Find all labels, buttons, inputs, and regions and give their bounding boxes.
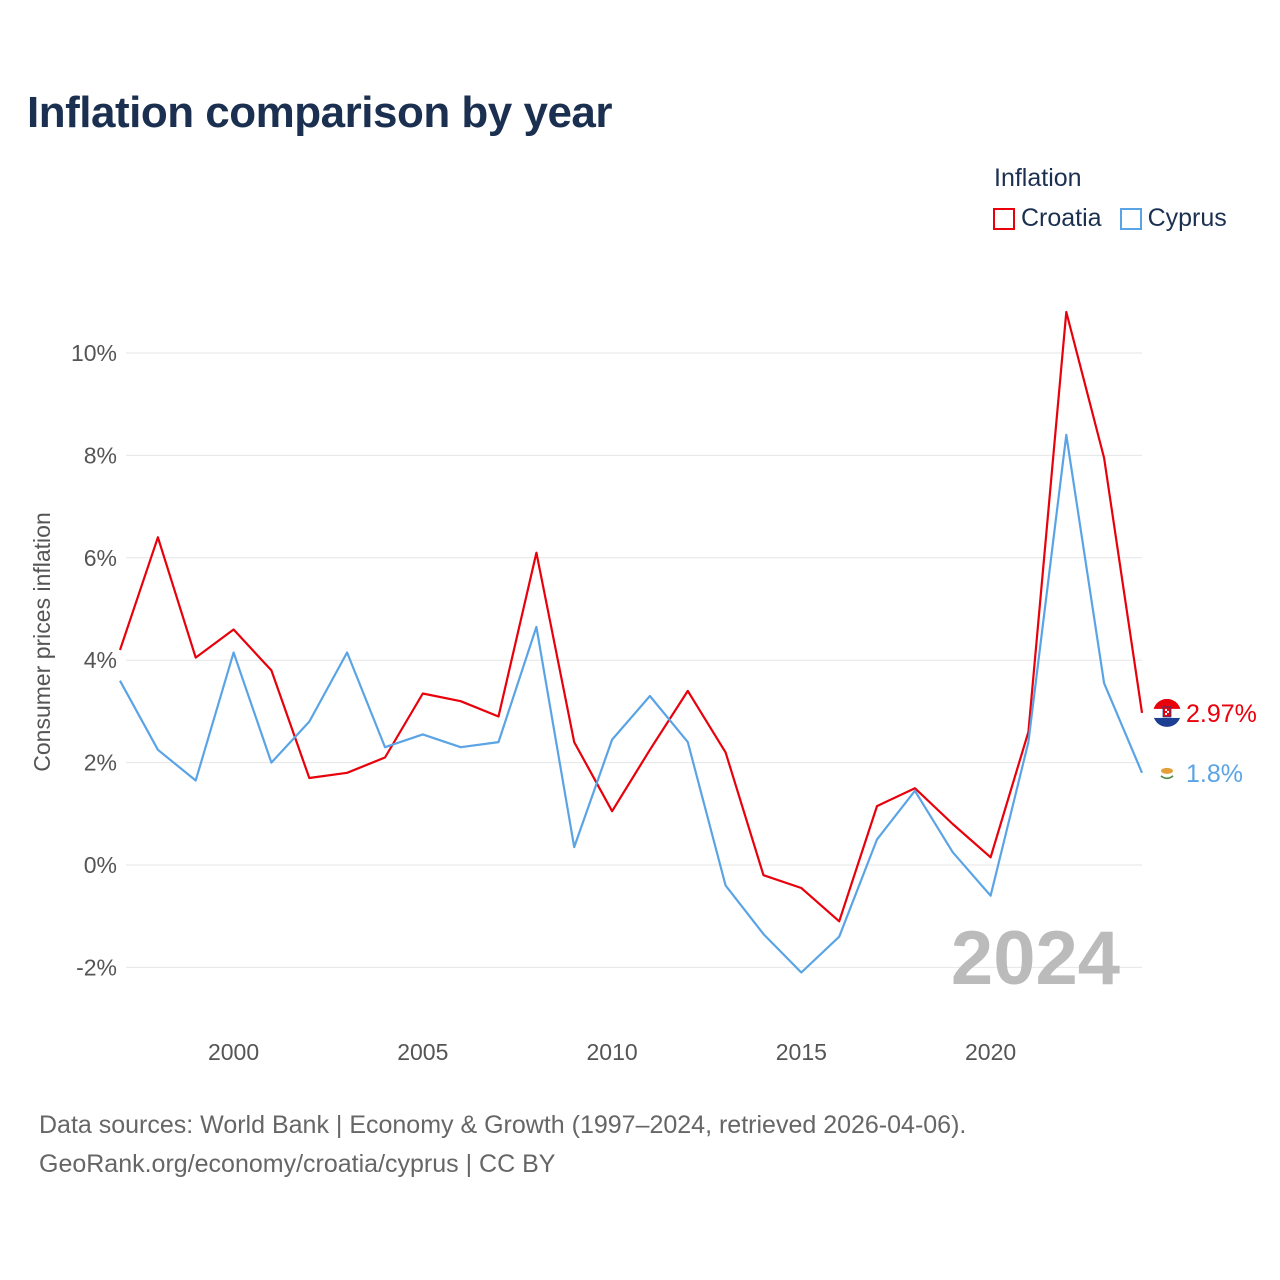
- gridlines: [126, 352, 1142, 968]
- y-tick-label: 4%: [84, 647, 117, 673]
- legend-label-croatia: Croatia: [1021, 204, 1102, 232]
- y-axis-label: Consumer prices inflation: [29, 512, 55, 772]
- x-tick-label: 2020: [965, 1039, 1016, 1065]
- x-tick-label: 2000: [208, 1039, 259, 1065]
- legend-item-croatia[interactable]: Croatia: [993, 204, 1102, 233]
- legend: Croatia Cyprus: [993, 204, 1227, 233]
- y-tick-label: -2%: [76, 954, 117, 980]
- source-note: Data sources: World Bank | Economy & Gro…: [39, 1106, 966, 1184]
- croatia-flag-icon: [1153, 698, 1181, 727]
- y-axis-ticks: -2% 0% 2% 4% 6% 8% 10%: [71, 340, 117, 980]
- end-label-cyprus: 1.8%: [1186, 760, 1243, 788]
- x-tick-label: 2005: [397, 1039, 448, 1065]
- year-watermark: 2024: [951, 916, 1120, 1001]
- legend-label-cyprus: Cyprus: [1147, 204, 1227, 232]
- chart-title: Inflation comparison by year: [27, 88, 613, 137]
- x-axis-ticks: 2000 2005 2010 2015 2020: [208, 1039, 1016, 1065]
- series-line-croatia[interactable]: [118, 310, 1144, 923]
- legend-item-cyprus[interactable]: Cyprus: [1119, 204, 1227, 233]
- source-line-1: Data sources: World Bank | Economy & Gro…: [39, 1111, 967, 1139]
- cyprus-flag-icon: [1153, 758, 1181, 787]
- end-label-croatia: 2.97%: [1186, 700, 1257, 728]
- y-tick-label: 0%: [84, 852, 117, 878]
- end-labels: 2.97% 1.8%: [1153, 698, 1257, 788]
- legend-swatch-croatia: [993, 207, 1015, 230]
- series-lines: [118, 310, 1144, 974]
- x-tick-label: 2015: [776, 1039, 827, 1065]
- y-tick-label: 6%: [84, 545, 117, 571]
- x-tick-label: 2010: [586, 1039, 637, 1065]
- legend-title: Inflation: [994, 164, 1082, 192]
- series-line-cyprus[interactable]: [119, 433, 1144, 974]
- y-tick-label: 10%: [71, 340, 117, 366]
- source-line-2[interactable]: GeoRank.org/economy/croatia/cyprus | CC …: [39, 1150, 556, 1178]
- legend-swatch-cyprus: [1119, 207, 1142, 230]
- y-tick-label: 8%: [84, 442, 117, 468]
- y-tick-label: 2%: [84, 750, 117, 776]
